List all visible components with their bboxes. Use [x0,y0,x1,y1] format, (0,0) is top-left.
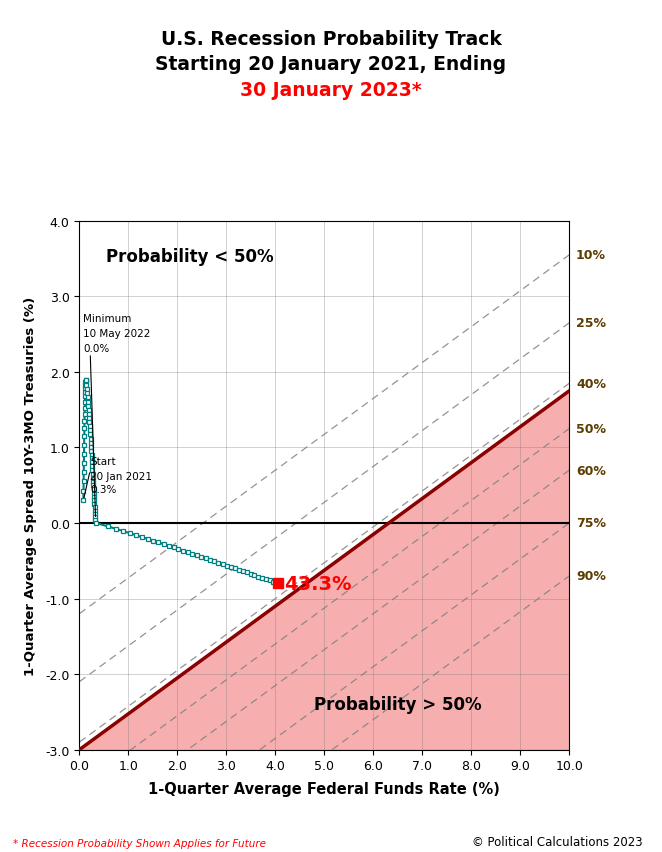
Text: Probability > 50%: Probability > 50% [314,695,482,713]
Text: 20 Jan 2021: 20 Jan 2021 [90,472,152,482]
Text: 10 May 2022: 10 May 2022 [83,329,151,338]
Text: 43.3%: 43.3% [284,574,352,593]
Text: 40%: 40% [576,377,606,390]
Text: U.S. Recession Probability Track: U.S. Recession Probability Track [161,30,501,49]
Text: Start: Start [90,457,116,467]
Text: 60%: 60% [576,464,606,477]
Text: 0.0%: 0.0% [83,343,110,354]
Text: Starting 20 January 2021, Ending: Starting 20 January 2021, Ending [156,55,506,74]
Text: 50%: 50% [576,423,606,435]
Text: * Recession Probability Shown Applies for Future: * Recession Probability Shown Applies fo… [13,838,266,848]
Text: 25%: 25% [576,317,606,330]
Text: 90%: 90% [576,570,606,583]
Text: 75%: 75% [576,517,606,530]
Text: Probability < 50%: Probability < 50% [107,248,274,266]
Text: 0.3%: 0.3% [90,485,117,495]
Text: 10%: 10% [576,249,606,262]
Y-axis label: 1-Quarter Average Spread 10Y-3MO Treasuries (%): 1-Quarter Average Spread 10Y-3MO Treasur… [24,296,37,675]
Text: Minimum: Minimum [83,314,132,324]
Text: © Political Calculations 2023: © Political Calculations 2023 [471,835,642,848]
X-axis label: 1-Quarter Average Federal Funds Rate (%): 1-Quarter Average Federal Funds Rate (%) [148,780,500,796]
Text: 30 January 2023*: 30 January 2023* [240,81,422,100]
